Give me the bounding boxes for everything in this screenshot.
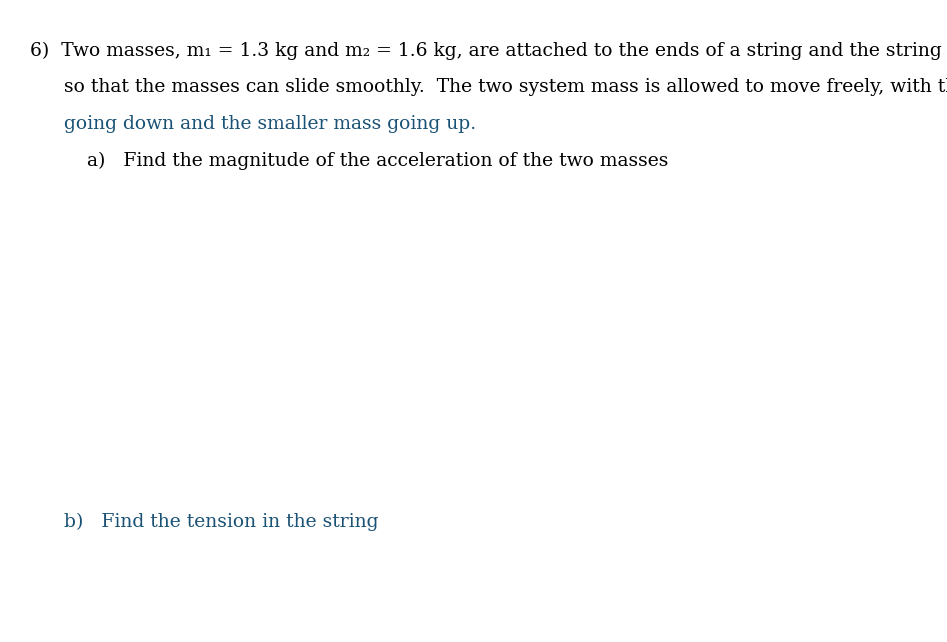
- Text: so that the masses can slide smoothly.  The two system mass is allowed to move f: so that the masses can slide smoothly. T…: [64, 78, 947, 96]
- Text: a)   Find the magnitude of the acceleration of the two masses: a) Find the magnitude of the acceleratio…: [87, 152, 669, 169]
- Text: 6)  Two masses, m₁ = 1.3 kg and m₂ = 1.6 kg, are attached to the ends of a strin: 6) Two masses, m₁ = 1.3 kg and m₂ = 1.6 …: [30, 42, 947, 60]
- Text: b)   Find the tension in the string: b) Find the tension in the string: [64, 512, 379, 530]
- Text: going down and the smaller mass going up.: going down and the smaller mass going up…: [64, 115, 476, 133]
